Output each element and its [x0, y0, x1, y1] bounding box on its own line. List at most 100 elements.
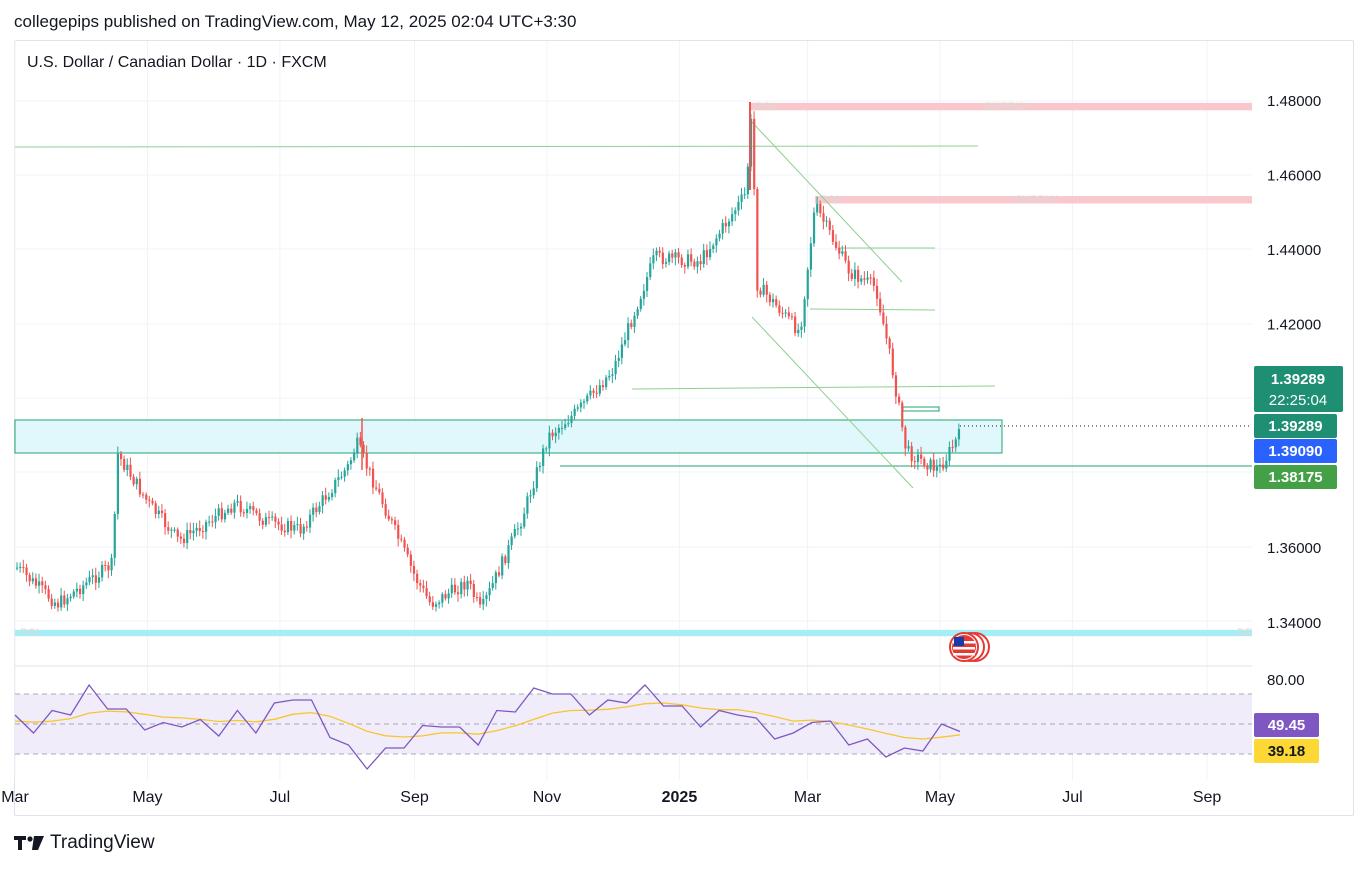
candle-body: [249, 506, 252, 510]
zone-top-tag-bg: [1254, 414, 1337, 438]
time-axis-label: May: [925, 789, 955, 806]
candle-body: [746, 166, 749, 195]
candle-body: [261, 520, 264, 525]
candle-body: [727, 221, 731, 227]
candle-body: [85, 582, 88, 586]
rsi-axis-tick: 80.00: [1267, 672, 1305, 689]
candle-body: [504, 556, 507, 564]
candle-body: [47, 589, 50, 599]
candle-body: [154, 503, 157, 515]
candle-body: [841, 251, 844, 254]
candle-body: [560, 427, 564, 429]
candle-body: [693, 261, 696, 267]
candle-body: [242, 512, 245, 514]
candle-body: [482, 598, 485, 605]
candle-body: [790, 316, 794, 318]
candle-body: [441, 594, 444, 603]
candle-body: [173, 529, 176, 531]
candle-body: [312, 507, 315, 515]
candle-body: [195, 527, 198, 531]
annotation-supply-mid: SUPPLY: [1015, 194, 1058, 206]
candle-body: [491, 583, 494, 589]
flag-canton: [954, 637, 964, 646]
candle-body: [384, 504, 387, 516]
candle-body: [642, 290, 646, 299]
candle-body: [907, 446, 910, 449]
candle-body: [409, 554, 412, 566]
candle-body: [809, 243, 812, 270]
candle-body: [160, 510, 164, 514]
candle-body: [627, 323, 630, 341]
price-axis-tick: 1.44000: [1267, 242, 1321, 259]
candle-body: [53, 602, 56, 606]
candle-body: [245, 509, 249, 513]
candle-body: [337, 477, 340, 480]
candle-body: [280, 524, 283, 531]
candle-body: [220, 508, 223, 520]
candle-body: [365, 453, 368, 469]
tradingview-mark-icon: [14, 836, 44, 850]
candle-body: [428, 596, 431, 603]
candle-body: [129, 464, 132, 477]
candle-body: [110, 557, 113, 571]
candle-body: [686, 254, 690, 267]
candle-body: [797, 329, 800, 334]
candle-body: [510, 536, 513, 546]
candle-body: [916, 454, 920, 462]
candle-body: [450, 584, 453, 594]
candle-body: [573, 408, 576, 416]
candle-body: [431, 602, 434, 607]
candle-body: [668, 253, 671, 263]
candle-body: [142, 494, 145, 496]
candle-body: [397, 524, 400, 539]
candle-body: [564, 424, 567, 428]
candle-body: [425, 588, 428, 597]
candle-body: [932, 459, 935, 471]
time-axis-label: Jul: [270, 789, 290, 806]
zone-bottom-tag: 1.39090: [1268, 443, 1322, 460]
candle-body: [331, 493, 334, 498]
candle-body: [545, 448, 548, 450]
time-axis-label: Jul: [1062, 789, 1082, 806]
rsi-ma-line: [14, 702, 961, 740]
candle-body: [762, 284, 765, 295]
candle-body: [583, 401, 586, 403]
candle-body: [523, 513, 526, 527]
annotation-demand-bottom: DE: [1237, 627, 1252, 639]
candle-body: [104, 564, 107, 566]
candle-body: [138, 478, 142, 495]
candle-body: [494, 572, 497, 584]
candle-body: [324, 495, 327, 500]
candle-body: [79, 588, 82, 595]
candle-body: [101, 564, 104, 578]
candle-body: [362, 444, 365, 454]
candle-body: [475, 597, 479, 599]
candle-body: [567, 423, 570, 425]
candle-body: [516, 528, 520, 530]
grid: [14, 41, 1252, 780]
tradingview-logo[interactable]: TradingView: [14, 832, 155, 854]
price-axis-tick: 1.34000: [1267, 615, 1321, 632]
candle-body: [664, 262, 668, 264]
candle-body: [731, 214, 734, 222]
candle-body: [167, 527, 170, 531]
candle-body: [850, 273, 853, 279]
support-tag-bg: [1254, 465, 1337, 489]
us-flag-icon: [952, 635, 976, 659]
candle-body: [548, 432, 551, 449]
candle-body: [869, 277, 872, 279]
candle-body: [812, 212, 816, 244]
rsi-ma-tag-bg: [1254, 739, 1319, 763]
candle-body: [400, 538, 403, 540]
candle-body: [677, 252, 680, 258]
candle-body: [148, 499, 151, 501]
candle-body: [592, 390, 595, 393]
candle-body: [623, 340, 627, 345]
candle-body: [164, 513, 167, 528]
candle-body: [214, 515, 217, 523]
small-box-marker: [902, 406, 940, 412]
candle-body: [198, 527, 201, 532]
candle-body: [740, 194, 743, 202]
candle-body: [633, 315, 636, 327]
